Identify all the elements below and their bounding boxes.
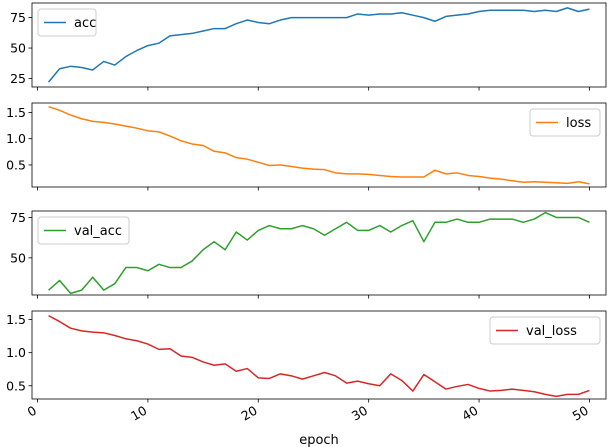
- y-tick-label-1-1: 50: [10, 41, 26, 56]
- x-tick-label-1: 10: [128, 403, 149, 424]
- y-tick-label-3-1: 75: [10, 210, 26, 225]
- y-tick-label-1-2: 75: [10, 10, 26, 25]
- y-tick-label-4-2: 1.5: [6, 312, 26, 327]
- axes-frame-1: [31, 2, 607, 88]
- axes-frame-2: [31, 102, 607, 188]
- x-tick-label-3: 30: [349, 403, 370, 424]
- series-line-val_acc: [48, 211, 590, 295]
- y-tick-label-2-1: 1.0: [6, 131, 26, 146]
- legend-label-loss: loss: [566, 116, 591, 131]
- y-tick-label-4-0: 0.5: [6, 378, 26, 393]
- y-tick-label-2-0: 0.5: [6, 157, 26, 172]
- y-tick-label-3-0: 50: [10, 250, 26, 265]
- legend-label-val_acc: val_acc: [74, 224, 122, 239]
- axes-frame-4: [31, 310, 607, 400]
- legend-box-acc: [37, 8, 97, 37]
- x-tick-label-2: 20: [239, 403, 260, 424]
- x-tick-label-4: 40: [459, 403, 480, 424]
- x-tick-label-0: 0: [25, 403, 39, 420]
- y-tick-label-1-0: 25: [10, 71, 26, 86]
- y-tick-label-2-2: 1.5: [6, 105, 26, 120]
- y-tick-label-4-1: 1.0: [6, 345, 26, 360]
- legend-label-val_loss: val_loss: [526, 324, 577, 339]
- series-line-acc: [47, 7, 590, 83]
- x-axis-label: epoch: [299, 433, 339, 447]
- series-line-val_loss: [48, 314, 590, 398]
- axes-frame-3: [31, 210, 607, 296]
- x-tick-label-5: 50: [570, 403, 591, 424]
- legend-box-val_loss: [489, 316, 601, 345]
- series-line-loss: [48, 105, 590, 185]
- legend-box-loss: [529, 108, 601, 137]
- legend-label-acc: acc: [74, 16, 96, 31]
- legend-box-val_acc: [37, 216, 130, 245]
